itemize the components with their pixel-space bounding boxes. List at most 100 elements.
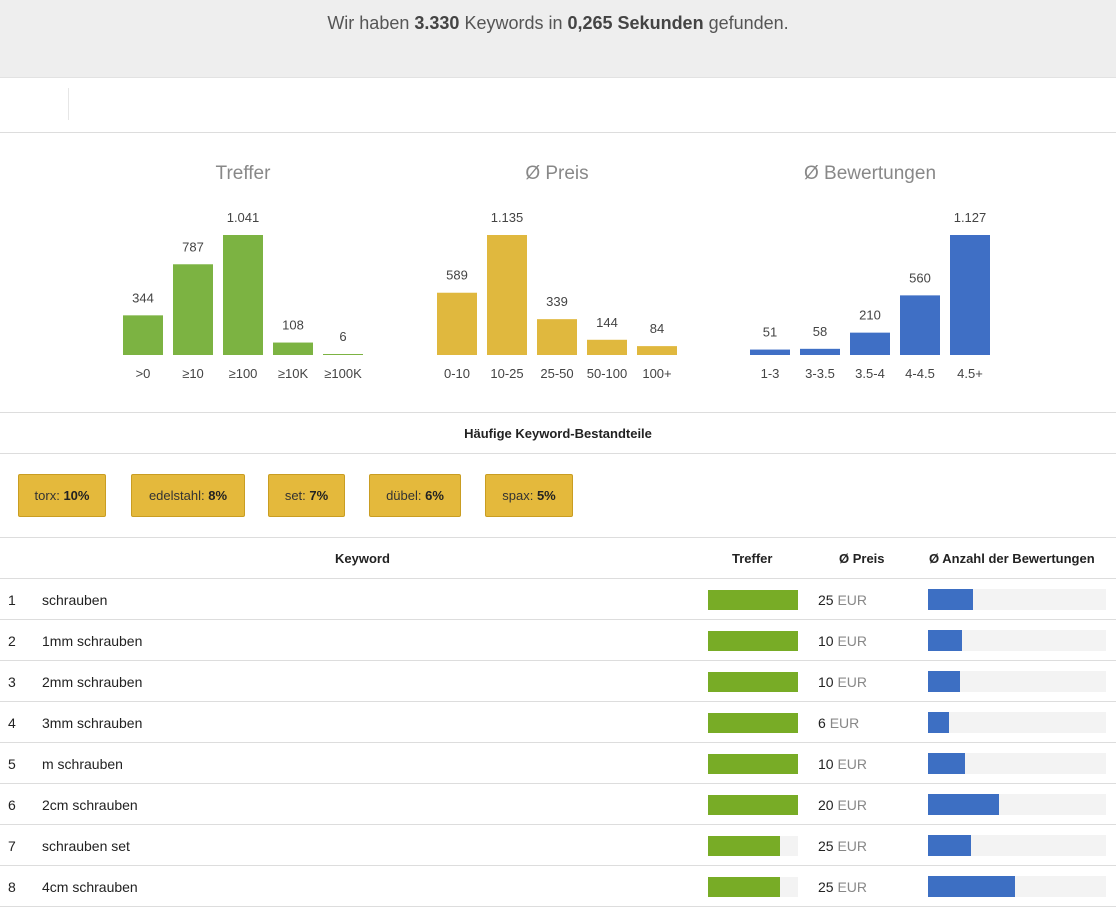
keyword-part-tag[interactable]: spax: 5% <box>485 474 573 517</box>
row-keyword[interactable]: 1mm schrauben <box>42 633 143 649</box>
price-value: 25 <box>818 838 834 854</box>
treffer-bar-fill <box>708 836 780 856</box>
row-keyword[interactable]: 2cm schrauben <box>42 797 138 813</box>
price-currency: EUR <box>837 797 868 813</box>
reviews-bar <box>928 876 1106 897</box>
category-label: 4-4.5 <box>905 366 935 381</box>
tag-word: spax <box>502 488 530 503</box>
bar-25-50[interactable] <box>537 319 577 355</box>
bar-0[interactable] <box>123 315 163 355</box>
tag-separator: : <box>529 488 537 503</box>
bar-value-label: 1.135 <box>491 210 524 225</box>
table-row[interactable]: 5 m schrauben 10 EUR <box>0 743 1116 784</box>
bar-100[interactable] <box>223 235 263 355</box>
table-row[interactable]: 4 3mm schrauben 6 EUR <box>0 702 1116 743</box>
chart-title: Ø Preis <box>525 163 588 184</box>
bar-value-label: 84 <box>650 321 664 336</box>
category-label: 3-3.5 <box>805 366 835 381</box>
keyword-part-tag[interactable]: set: 7% <box>268 474 345 517</box>
table-header: Keyword Treffer Ø Preis Ø Anzahl der Bew… <box>0 538 1116 579</box>
price-value: 20 <box>818 797 834 813</box>
price-currency: EUR <box>837 879 868 895</box>
search-time: 0,265 Sekunden <box>567 13 704 33</box>
bar-value-label: 344 <box>132 290 154 305</box>
row-keyword[interactable]: 2mm schrauben <box>42 674 143 690</box>
row-number: 3 <box>8 674 16 690</box>
tag-word: torx <box>34 488 57 503</box>
bar-10[interactable] <box>173 264 213 355</box>
col-header-treffer[interactable]: Treffer <box>732 551 773 566</box>
reviews-bar-fill <box>928 753 966 774</box>
bar-4-4-5[interactable] <box>900 295 940 355</box>
summary-suffix: gefunden. <box>708 13 789 33</box>
reviews-bar <box>928 835 1106 856</box>
treffer-bar <box>708 877 798 897</box>
bar-3-5-4[interactable] <box>850 332 890 355</box>
treffer-bar <box>708 713 798 733</box>
category-label: 50-100 <box>587 366 627 381</box>
bar-3-3-5[interactable] <box>800 348 840 355</box>
category-label: ≥100 <box>229 366 258 381</box>
price-currency: EUR <box>837 838 868 854</box>
row-keyword[interactable]: schrauben set <box>42 838 130 854</box>
category-label: ≥10K <box>278 366 309 381</box>
reviews-bar-fill <box>928 835 971 856</box>
table-row[interactable]: 3 2mm schrauben 10 EUR <box>0 661 1116 702</box>
tag-percent: 5% <box>536 488 556 503</box>
table-row[interactable]: 1 schrauben 25 EUR <box>0 579 1116 620</box>
row-keyword[interactable]: schrauben <box>42 592 108 608</box>
toolbar-divider <box>68 88 69 120</box>
bar-4-5[interactable] <box>950 235 990 355</box>
table-row[interactable]: 6 2cm schrauben 20 EUR <box>0 784 1116 825</box>
bar-value-label: 58 <box>813 324 827 339</box>
keyword-part-tag[interactable]: dübel: 6% <box>369 474 461 517</box>
bar-100[interactable] <box>637 346 677 355</box>
reviews-bar <box>928 589 1106 610</box>
keyword-part-tag[interactable]: torx: 10% <box>18 474 106 517</box>
summary-prefix: Wir haben <box>327 13 410 33</box>
row-number: 7 <box>8 838 16 854</box>
bar-value-label: 210 <box>859 308 881 323</box>
bar-10k[interactable] <box>273 342 313 355</box>
table-row[interactable]: 8 4cm schrauben 25 EUR <box>0 866 1116 907</box>
tag-word: set <box>284 488 303 503</box>
row-price: 10 EUR <box>818 633 867 649</box>
tag-percent: 10% <box>63 488 90 503</box>
row-keyword[interactable]: 4cm schrauben <box>42 879 138 895</box>
reviews-bar-fill <box>928 876 1016 897</box>
price-value: 6 <box>818 715 826 731</box>
table-body: 1 schrauben 25 EUR 2 1mm schrauben 10 EUR 3 2mm… <box>0 579 1116 907</box>
col-header-keyword[interactable]: Keyword <box>335 551 390 566</box>
chart-bewertungen: Ø Bewertungen 51 1-3 58 3-3.5 210 3.5-4 560 4-4.… <box>750 163 990 381</box>
bar-50-100[interactable] <box>587 339 627 355</box>
price-currency: EUR <box>837 592 868 608</box>
row-keyword[interactable]: m schrauben <box>42 756 123 772</box>
bar-value-label: 1.041 <box>227 210 260 225</box>
keyword-parts-heading: Häufige Keyword-Bestandteile <box>0 413 1116 454</box>
tag-percent: 8% <box>208 488 228 503</box>
keyword-parts-list: torx: 10% edelstahl: 8% set: 7% dübel: 6% sp… <box>0 454 1116 538</box>
treffer-bar-fill <box>708 590 798 610</box>
category-label: ≥10 <box>182 366 204 381</box>
row-keyword[interactable]: 3mm schrauben <box>42 715 143 731</box>
col-header-bewertungen[interactable]: Ø Anzahl der Bewertungen <box>929 551 1095 566</box>
bar-0-10[interactable] <box>437 292 477 355</box>
table-row[interactable]: 2 1mm schrauben 10 EUR <box>0 620 1116 661</box>
row-number: 1 <box>8 592 16 608</box>
category-label: 0-10 <box>444 366 470 381</box>
tag-percent: 6% <box>425 488 444 503</box>
table-row[interactable]: 7 schrauben set 25 EUR <box>0 825 1116 866</box>
chart-preis: Ø Preis 589 0-10 1.135 10-25 339 25-50 144 50-10… <box>437 163 677 381</box>
col-header-preis[interactable]: Ø Preis <box>839 551 885 566</box>
keyword-part-tag[interactable]: edelstahl: 8% <box>131 474 245 517</box>
category-label: 10-25 <box>490 366 523 381</box>
bar-100k[interactable] <box>323 354 363 355</box>
bar-10-25[interactable] <box>487 235 527 355</box>
bar-1-3[interactable] <box>750 349 790 355</box>
reviews-bar-fill <box>928 794 1000 815</box>
category-label: 1-3 <box>761 366 780 381</box>
row-price: 10 EUR <box>818 756 867 772</box>
treffer-bar <box>708 631 798 651</box>
row-number: 6 <box>8 797 16 813</box>
results-banner: Wir haben 3.330 Keywords in 0,265 Sekund… <box>0 0 1116 78</box>
